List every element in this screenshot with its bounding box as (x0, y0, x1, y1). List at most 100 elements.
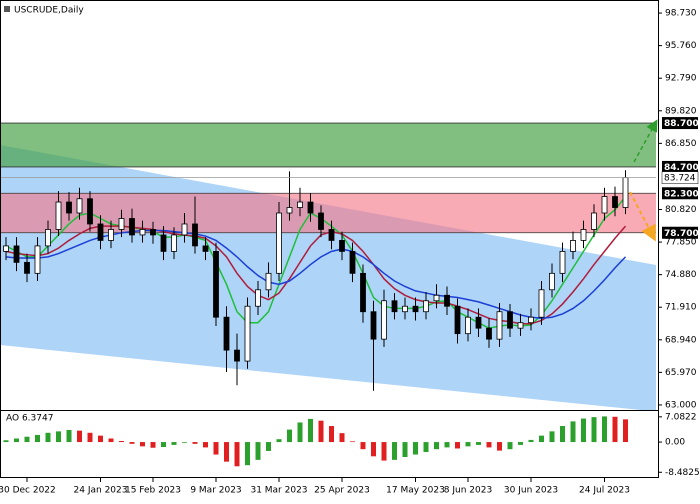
candle-body (328, 229, 335, 241)
candle-body (160, 234, 167, 252)
candle-body (181, 223, 188, 236)
y-tick-label: 71.910 (665, 303, 697, 313)
ao-bar (381, 442, 387, 461)
candle-body (349, 250, 356, 274)
ao-bar (612, 416, 618, 443)
candle-body (486, 327, 492, 340)
x-tick-label: 8 Jun 2023 (444, 486, 492, 496)
candle-body (370, 311, 377, 340)
y-tick-label: 95.760 (665, 41, 697, 51)
ao-bar (255, 442, 261, 460)
x-tick-label: 31 Mar 2023 (250, 486, 307, 496)
candle-body (286, 207, 293, 214)
candle-body (66, 201, 72, 214)
ao-bar (539, 435, 544, 443)
candle-body (444, 294, 450, 307)
candle-body (433, 294, 440, 302)
candle-body (339, 240, 345, 252)
candle-body (118, 218, 125, 230)
candle-body (24, 261, 30, 274)
x-tick-label: 9 Mar 2023 (190, 486, 241, 496)
candle-body (391, 300, 398, 313)
level-label-box (662, 226, 698, 239)
ao-bar (87, 432, 93, 443)
candle-body (496, 311, 503, 340)
forecast-down-arrow (629, 191, 656, 242)
candle-body (402, 305, 408, 313)
ao-bar (339, 433, 345, 443)
ao-bar (570, 421, 576, 443)
level-label: 84.700 (664, 163, 699, 173)
y-tick-label: 98.730 (665, 9, 697, 19)
candle-body (454, 305, 461, 335)
ao-bar (591, 417, 597, 443)
x-tick-label: 30 Dec 2022 (0, 486, 56, 496)
ao-bar (182, 442, 187, 443)
candle-body (612, 196, 618, 208)
ao-bar (287, 429, 292, 443)
ao-bar (507, 442, 513, 450)
candle-body (507, 311, 513, 329)
y-tick-label: 86.850 (665, 139, 697, 149)
last-price-box (661, 171, 699, 184)
ao-bar (560, 426, 565, 443)
candle-body (139, 229, 146, 236)
ao-bar (171, 442, 177, 445)
candle-body (423, 300, 429, 313)
ao-bar (497, 442, 502, 451)
zone (0, 123, 656, 167)
candle-body (244, 305, 251, 362)
candle-body (318, 212, 324, 230)
ao-bar (66, 429, 72, 443)
ao-bar (350, 441, 355, 443)
price-panel (0, 122, 656, 410)
ao-bar (444, 442, 450, 448)
x-tick-label: 30 Jun 2023 (504, 486, 558, 496)
ao-bar (24, 436, 30, 443)
ao-bar (14, 438, 19, 443)
ao-bar (486, 442, 492, 448)
ao-bar (549, 431, 555, 443)
ao-bar (413, 442, 418, 455)
candle-body (108, 229, 114, 241)
chart-title: USCRUDE,Daily (14, 6, 84, 16)
candle-body (559, 250, 566, 274)
ao-bar (161, 442, 166, 448)
candle-body (192, 223, 198, 247)
candle-body (465, 316, 471, 335)
symbol-icon (4, 6, 10, 12)
candle-body (234, 349, 240, 362)
level-label: 78.700 (664, 229, 699, 239)
level-label-box (662, 160, 698, 173)
ao-bar (360, 442, 366, 450)
ao-bar (276, 439, 282, 443)
candle-body (223, 316, 230, 351)
candle-body (87, 198, 93, 225)
y-tick-label: 63.000 (665, 400, 697, 410)
y-tick-label: 80.820 (665, 205, 697, 215)
level-label-box (662, 187, 698, 200)
ao-bar (371, 442, 376, 457)
ao-bar (119, 440, 124, 443)
x-tick-label: 15 Feb 2023 (125, 486, 181, 496)
candle-body (202, 245, 209, 252)
ao-bar (455, 442, 460, 449)
ao-bar (602, 416, 607, 443)
y-tick-label: 0.00 (665, 438, 685, 448)
ao-panel (3, 416, 628, 467)
ao-bar (45, 432, 51, 443)
candle-body (570, 240, 576, 252)
candle-body (591, 212, 597, 230)
level-label: 88.700 (664, 119, 699, 129)
last-price-label: 83.724 (664, 174, 696, 184)
ao-bar (213, 442, 219, 455)
ao-bar (297, 422, 303, 443)
level-label: 82.300 (664, 189, 699, 199)
candle-body (265, 272, 272, 291)
y-tick-label: 7.0822 (665, 412, 697, 422)
ao-bar (434, 442, 439, 450)
y-tick-label: 77.850 (665, 238, 697, 248)
y-tick-label: 89.820 (665, 106, 697, 116)
candle-body (412, 305, 419, 313)
candle-body (381, 300, 387, 340)
